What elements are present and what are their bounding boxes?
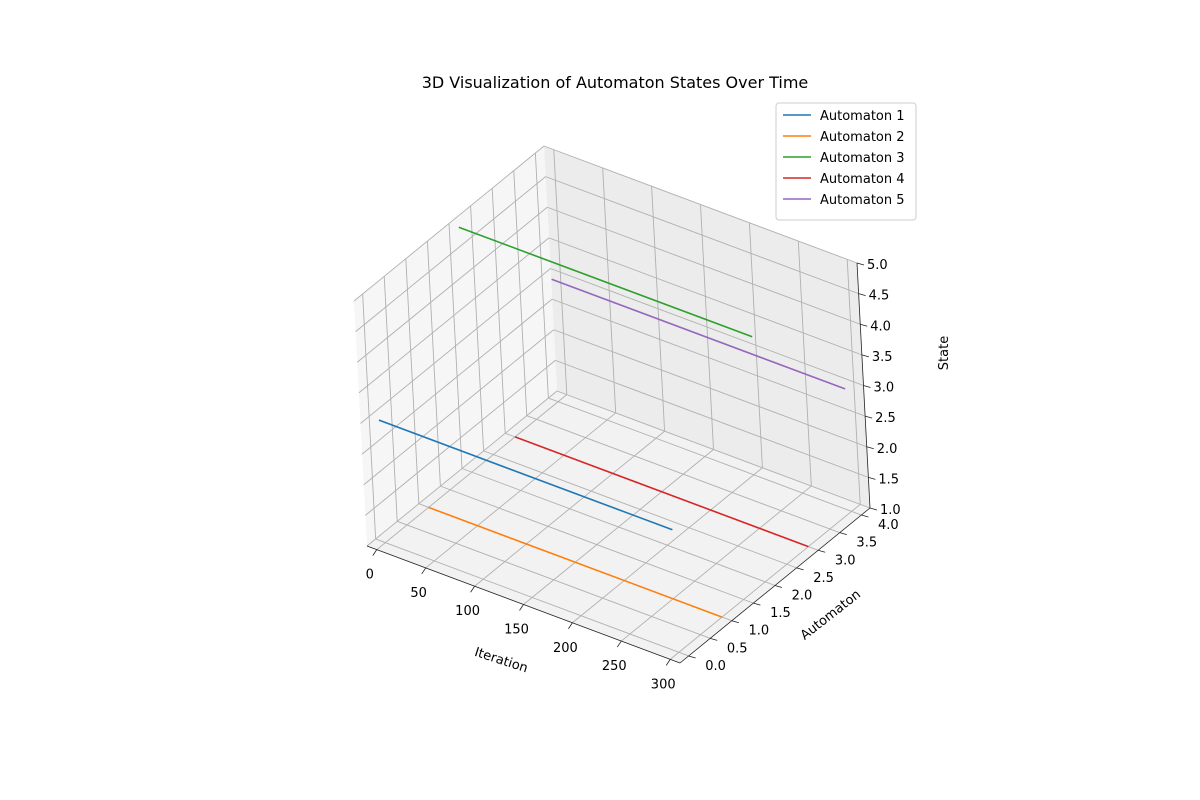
z-tick-label: 1.5 (878, 472, 899, 487)
z-gridline (553, 329, 867, 448)
z-gridline (551, 298, 866, 417)
z-gridline (556, 390, 871, 509)
y-gridline (397, 520, 711, 639)
z-tick-label: 3.0 (874, 381, 895, 396)
y-tick-label: 3.5 (856, 536, 877, 551)
z-tick-mark (861, 354, 869, 358)
axes-gridlines (353, 145, 871, 660)
x-tick-mark (470, 585, 475, 593)
x-tick-label: 250 (602, 659, 627, 674)
z-gridline (366, 390, 558, 547)
y-tick-mark (861, 514, 869, 518)
y-tick-label: 0.0 (705, 659, 726, 674)
z-gridline (353, 145, 545, 302)
z-gridline (361, 298, 553, 455)
series-line-automaton-4 (514, 436, 809, 548)
z-gridline (550, 268, 864, 386)
y-gridline (483, 450, 797, 569)
z-gridline (547, 206, 861, 325)
z-tick-mark (863, 385, 871, 388)
y-tick-mark (710, 637, 718, 641)
z-tick-mark (860, 323, 868, 327)
z-tick-mark (868, 476, 876, 480)
x-tick-label: 100 (455, 604, 480, 619)
z-gridline (365, 360, 556, 516)
z-gridline (355, 176, 546, 332)
z-gridline (363, 329, 555, 486)
x-tick-label: 300 (651, 677, 676, 692)
z-tick-label: 2.0 (877, 442, 898, 457)
y-tick-mark (753, 602, 761, 606)
z-gridline (543, 145, 858, 264)
series-line-automaton-1 (378, 419, 673, 531)
series-line-automaton-3 (458, 226, 753, 338)
series-line-automaton-5 (551, 278, 846, 390)
y-tick-mark (774, 585, 783, 588)
z-tick-mark (856, 262, 865, 266)
x-tick-label: 200 (553, 641, 578, 656)
z-gridline (358, 237, 550, 394)
z-axis-label: State (937, 336, 952, 370)
z-tick-mark (869, 507, 878, 511)
y-tick-mark (688, 655, 696, 659)
y-gridline (461, 468, 776, 586)
z-gridline (360, 268, 551, 424)
y-tick-label: 2.5 (813, 571, 834, 586)
z-tick-label: 3.5 (872, 350, 893, 365)
y-tick-label: 2.0 (792, 589, 813, 604)
legend-box (775, 102, 917, 221)
z-tick-label: 4.0 (870, 319, 891, 334)
axes-panes (354, 146, 870, 663)
y-gridline (526, 415, 840, 534)
legend-label-automaton-2: Automaton 2 (820, 130, 905, 145)
legend: Automaton 1 Automaton 2 Automaton 3 Automat… (775, 102, 917, 221)
y-tick-mark (818, 549, 826, 553)
legend-label-automaton-5: Automaton 5 (820, 193, 905, 208)
y-tick-label: 4.0 (878, 518, 899, 533)
series-lines (378, 226, 846, 618)
y-tick-mark (839, 532, 847, 536)
axes-ticks: 0501001502002503000.00.51.01.52.02.53.03… (366, 258, 901, 692)
y-gridline (548, 397, 862, 516)
legend-label-automaton-3: Automaton 3 (820, 151, 905, 166)
chart-title: 3D Visualization of Automaton States Ove… (422, 73, 809, 92)
y-gridline (375, 538, 689, 657)
y-tick-mark (796, 567, 804, 571)
y-gridline (440, 485, 754, 604)
z-tick-mark (866, 446, 874, 450)
z-gridline (555, 359, 869, 478)
x-tick-label: 50 (410, 586, 427, 601)
x-axis-label: Iteration (473, 645, 530, 676)
z-tick-label: 5.0 (867, 258, 888, 273)
x-tick-mark (616, 640, 622, 648)
series-line-automaton-2 (428, 506, 723, 618)
y-tick-label: 1.0 (748, 624, 769, 639)
z-gridline (545, 176, 859, 295)
x-tick-mark (665, 659, 671, 666)
y-tick-label: 3.0 (835, 553, 856, 568)
z-tick-label: 4.5 (869, 289, 890, 304)
legend-label-automaton-1: Automaton 1 (820, 109, 905, 124)
y-tick-label: 1.5 (770, 606, 791, 621)
z-tick-label: 2.5 (875, 411, 896, 426)
x-tick-mark (421, 567, 427, 575)
legend-label-automaton-4: Automaton 4 (820, 172, 905, 187)
z-gridline (548, 237, 863, 356)
y-tick-label: 0.5 (727, 641, 748, 656)
x-tick-label: 150 (504, 623, 529, 638)
x-tick-label: 0 (366, 568, 374, 583)
x-tick-mark (568, 622, 573, 630)
x-tick-mark (372, 549, 378, 556)
z-gridline (356, 206, 548, 363)
x-tick-mark (519, 604, 524, 611)
z-tick-mark (865, 415, 873, 419)
z-tick-mark (858, 293, 866, 297)
z-tick-label: 1.0 (880, 503, 901, 518)
y-tick-mark (731, 620, 739, 624)
